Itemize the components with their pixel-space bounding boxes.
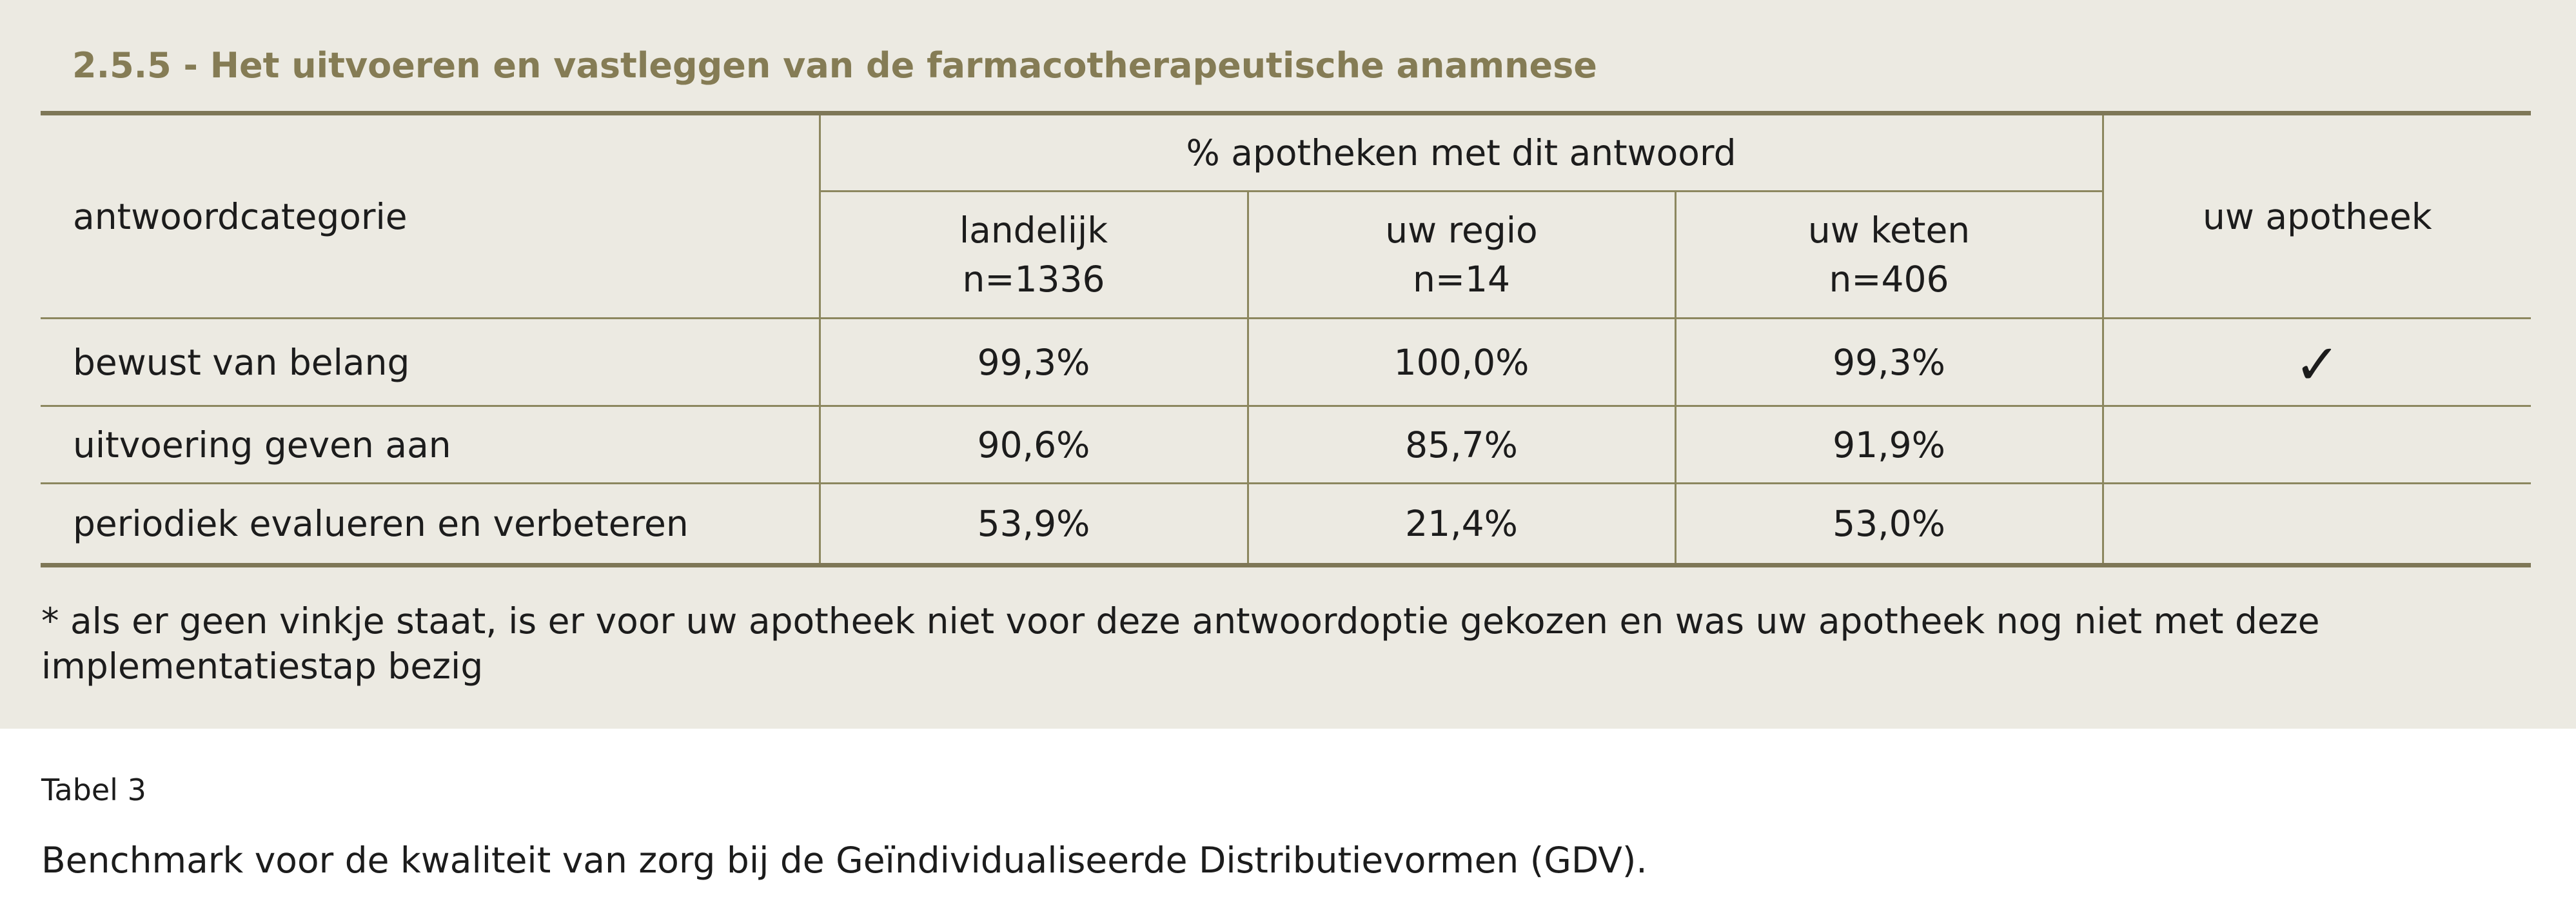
benchmark-panel: 2.5.5 - Het uitvoeren en vastleggen van … bbox=[0, 0, 2576, 729]
column-n: n=406 bbox=[1829, 259, 1949, 300]
row-category: bewust van belang bbox=[41, 317, 820, 407]
table-header-row: antwoordcategorie % apotheken met dit an… bbox=[41, 111, 2532, 319]
column-label: landelijk bbox=[959, 210, 1108, 251]
checkmark-icon: ✓ bbox=[2294, 332, 2341, 397]
value-apotheek: ✓ bbox=[2101, 317, 2532, 407]
column-header-landelijk: landelijk n=1336 bbox=[818, 191, 1248, 319]
column-label: uw keten bbox=[1807, 210, 1971, 251]
value-landelijk: 53,9% bbox=[818, 482, 1248, 567]
caption-label: Tabel 3 bbox=[41, 773, 146, 807]
pharmacy-header: uw apotheek bbox=[2101, 111, 2532, 319]
caption-text: Benchmark voor de kwaliteit van zorg bij… bbox=[41, 840, 1647, 881]
value-keten: 99,3% bbox=[1674, 317, 2103, 407]
table-subheader-row: landelijk n=1336 uw regio n=14 uw keten … bbox=[41, 191, 2531, 319]
group-header: % apotheken met dit antwoord bbox=[818, 111, 2103, 192]
column-header-regio: uw regio n=14 bbox=[1246, 191, 1675, 319]
value-landelijk: 90,6% bbox=[818, 405, 1248, 484]
value-keten: 53,0% bbox=[1674, 482, 2103, 567]
table-row: periodiek evalueren en verbeteren 53,9% … bbox=[41, 482, 2532, 567]
column-n: n=1336 bbox=[962, 259, 1105, 300]
value-regio: 21,4% bbox=[1246, 482, 1675, 567]
value-regio: 85,7% bbox=[1246, 405, 1675, 484]
column-label: uw regio bbox=[1385, 210, 1538, 251]
column-header-keten: uw keten n=406 bbox=[1674, 191, 2103, 319]
value-keten: 91,9% bbox=[1674, 405, 2103, 484]
row-category: periodiek evalueren en verbeteren bbox=[41, 482, 820, 567]
benchmark-table: antwoordcategorie % apotheken met dit an… bbox=[41, 111, 2532, 567]
value-regio: 100,0% bbox=[1246, 317, 1675, 407]
section-title: 2.5.5 - Het uitvoeren en vastleggen van … bbox=[72, 45, 1597, 86]
value-apotheek bbox=[2101, 405, 2532, 484]
value-landelijk: 99,3% bbox=[818, 317, 1248, 407]
category-header: antwoordcategorie bbox=[41, 111, 820, 319]
column-n: n=14 bbox=[1413, 259, 1510, 300]
table-footnote: * als er geen vinkje staat, is er voor u… bbox=[41, 600, 2320, 687]
table-row: uitvoering geven aan 90,6% 85,7% 91,9% bbox=[41, 405, 2532, 484]
row-category: uitvoering geven aan bbox=[41, 405, 820, 484]
table-row: bewust van belang 99,3% 100,0% 99,3% ✓ bbox=[41, 317, 2532, 407]
value-apotheek bbox=[2101, 482, 2532, 567]
